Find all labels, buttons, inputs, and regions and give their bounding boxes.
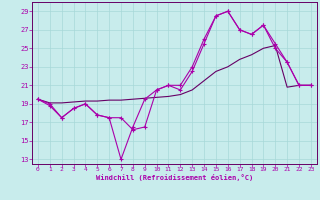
X-axis label: Windchill (Refroidissement éolien,°C): Windchill (Refroidissement éolien,°C)	[96, 174, 253, 181]
